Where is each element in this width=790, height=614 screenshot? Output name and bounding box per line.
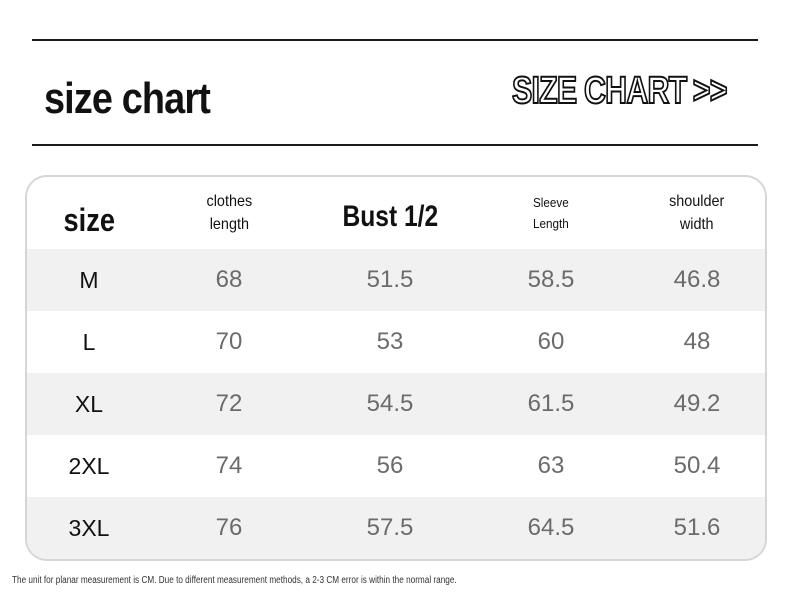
bust-cell: 57.5 [366, 514, 414, 541]
sleeve-length-cell: 64.5 [527, 514, 575, 541]
sleeve-length-cell: 60 [537, 328, 565, 355]
shoulder-width-cell: 51.6 [673, 514, 721, 541]
shoulder-width-cell: 50.4 [673, 452, 721, 479]
shoulder-width-cell: 49.2 [673, 390, 721, 417]
table-row: 2XL 74 56 63 50.4 [27, 435, 765, 497]
header-cell-bust: Bust 1/2 [307, 177, 473, 249]
table-row: XL 72 54.5 61.5 49.2 [27, 373, 765, 435]
header-sleeve-length-line1: Sleeve [533, 195, 569, 210]
header-cell-clothes-length: clothes length [151, 177, 307, 249]
badge-text: SIZE CHART [511, 69, 688, 113]
clothes-length-cell: 76 [215, 514, 243, 541]
double-chevron-right-icon: >> [692, 69, 728, 113]
table-row: L 70 53 60 48 [27, 311, 765, 373]
header-cell-size: size [27, 177, 151, 249]
size-cell: L [82, 328, 96, 355]
sleeve-length-cell: 61.5 [527, 390, 575, 417]
header-shoulder-width-line1: shoulder [669, 193, 725, 210]
measurement-footnote: The unit for planar measurement is CM. D… [12, 575, 457, 586]
header-clothes-length-line2: length [209, 216, 249, 233]
table-row: 3XL 76 57.5 64.5 51.6 [27, 497, 765, 559]
bust-cell: 53 [376, 328, 404, 355]
clothes-length-cell: 72 [215, 390, 243, 417]
size-cell: M [79, 266, 99, 293]
bust-cell: 56 [376, 452, 404, 479]
header-bust: Bust 1/2 [342, 200, 438, 233]
clothes-length-cell: 68 [215, 266, 243, 293]
header-shoulder-width-line2: width [680, 216, 714, 233]
header-clothes-length-line1: clothes [206, 193, 252, 210]
header-cell-shoulder-width: shoulder width [629, 177, 765, 249]
bust-cell: 54.5 [366, 390, 414, 417]
clothes-length-cell: 74 [215, 452, 243, 479]
size-cell: XL [74, 390, 104, 417]
shoulder-width-cell: 48 [683, 328, 711, 355]
table-header-row: size clothes length Bust 1/2 Sleeve Leng… [27, 177, 765, 249]
header-size: size [63, 201, 115, 238]
header-shoulder-width: shoulder width [669, 190, 724, 236]
size-cell: 2XL [68, 452, 110, 479]
header-sleeve-length-line2: Length [533, 216, 569, 231]
header-sleeve-length: Sleeve Length [533, 192, 569, 234]
top-divider [32, 39, 758, 41]
size-table: size clothes length Bust 1/2 Sleeve Leng… [25, 175, 767, 561]
bust-cell: 51.5 [366, 266, 414, 293]
table-row: M 68 51.5 58.5 46.8 [27, 249, 765, 311]
clothes-length-cell: 70 [215, 328, 243, 355]
size-chart-badge: SIZE CHART >> [511, 69, 728, 113]
header-cell-sleeve-length: Sleeve Length [473, 177, 629, 249]
shoulder-width-cell: 46.8 [673, 266, 721, 293]
size-cell: 3XL [68, 514, 110, 541]
sleeve-length-cell: 63 [537, 452, 565, 479]
bottom-divider [32, 144, 758, 146]
page-title: size chart [44, 74, 211, 123]
header-clothes-length: clothes length [206, 190, 252, 236]
sleeve-length-cell: 58.5 [527, 266, 575, 293]
